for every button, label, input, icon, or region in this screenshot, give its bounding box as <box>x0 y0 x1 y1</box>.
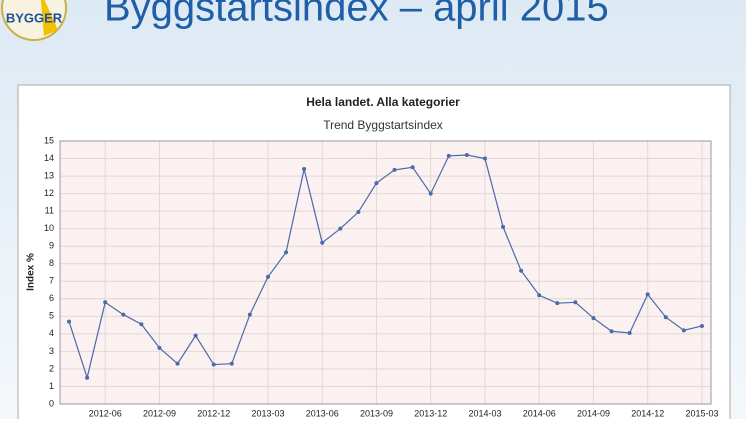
point <box>627 330 632 335</box>
point <box>338 226 343 231</box>
chart-title: Hela landet. Alla kategorier <box>306 95 460 109</box>
y-tick-label: 14 <box>44 153 54 163</box>
y-tick-label: 13 <box>44 170 54 180</box>
x-tick-label: 2014-09 <box>577 408 610 418</box>
y-tick-label: 3 <box>49 346 54 356</box>
x-tick-label: 2014-03 <box>468 408 501 418</box>
point <box>645 292 650 297</box>
x-tick-label: 2014-06 <box>523 408 556 418</box>
point <box>663 315 668 320</box>
point <box>265 274 270 279</box>
point <box>699 323 704 328</box>
point <box>501 224 506 229</box>
x-tick-label: 2013-09 <box>360 408 393 418</box>
y-tick-label: 15 <box>44 135 54 145</box>
point <box>374 181 379 186</box>
point <box>609 329 614 334</box>
y-tick-label: 5 <box>49 311 54 321</box>
logo-shape <box>40 0 58 36</box>
point <box>121 312 126 317</box>
point <box>410 165 415 170</box>
point <box>247 312 252 317</box>
point <box>519 268 524 273</box>
point <box>193 333 198 338</box>
chart-subtitle: Trend Byggstartsindex <box>323 118 443 132</box>
y-tick-label: 1 <box>49 381 54 391</box>
point <box>555 301 560 306</box>
point <box>356 210 361 215</box>
plot-area <box>60 141 711 404</box>
x-tick-label: 2015-03 <box>685 408 718 418</box>
point <box>482 156 487 161</box>
point <box>320 240 325 245</box>
y-tick-label: 12 <box>44 188 54 198</box>
y-tick-label: 6 <box>49 293 54 303</box>
y-tick-label: 9 <box>49 241 54 251</box>
y-tick-label: 10 <box>44 223 54 233</box>
point <box>681 328 686 333</box>
y-tick-label: 4 <box>49 328 54 338</box>
y-tick-label: 2 <box>49 363 54 373</box>
slide-title: Byggstartsindex – april 2015 <box>104 0 609 30</box>
point <box>428 191 433 196</box>
x-tick-label: 2013-12 <box>414 408 447 418</box>
y-tick-label: 0 <box>49 398 54 408</box>
point <box>573 300 578 305</box>
point <box>446 153 451 158</box>
x-tick-label: 2012-09 <box>143 408 176 418</box>
point <box>392 167 397 172</box>
y-tick-label: 11 <box>45 206 54 216</box>
point <box>537 293 542 298</box>
point <box>103 300 108 305</box>
y-tick-label: 8 <box>49 258 54 268</box>
point <box>157 345 162 350</box>
y-tick-label: 7 <box>49 276 54 286</box>
y-axis-label: Index % <box>26 253 37 291</box>
plot-border <box>59 140 712 405</box>
x-tick-label: 2013-06 <box>306 408 339 418</box>
x-tick-label: 2013-03 <box>251 408 284 418</box>
x-tick-label: 2012-12 <box>197 408 230 418</box>
point <box>85 375 90 380</box>
logo-text: BYGGER <box>6 10 63 25</box>
point <box>139 322 144 327</box>
point <box>591 316 596 321</box>
point <box>211 362 216 367</box>
point <box>284 250 289 255</box>
x-tick-label: 2012-06 <box>89 408 122 418</box>
x-tick-label: 2014-12 <box>631 408 664 418</box>
point <box>67 319 72 324</box>
point <box>175 361 180 366</box>
point <box>464 153 469 158</box>
point <box>229 361 234 366</box>
point <box>302 167 307 172</box>
trend-line <box>68 154 703 380</box>
